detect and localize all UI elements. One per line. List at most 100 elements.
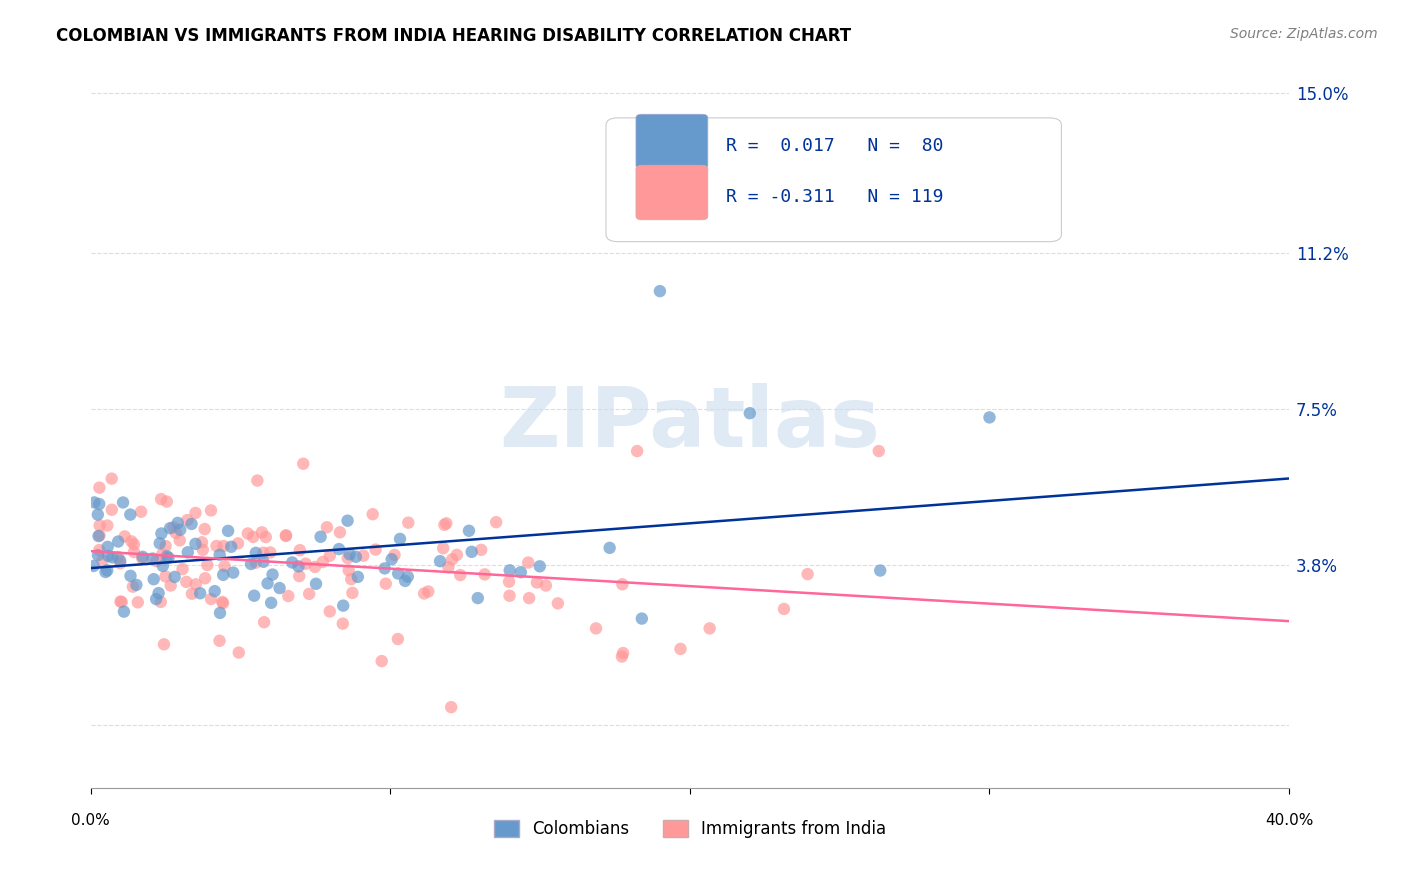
Point [150, 526, 173, 541]
Point [131, 551, 153, 566]
Text: COLOMBIAN VS IMMIGRANTS FROM INDIA HEARING DISABILITY CORRELATION CHART: COLOMBIAN VS IMMIGRANTS FROM INDIA HEARI… [56, 27, 852, 45]
Point [152, 558, 174, 573]
Point [498, 574, 520, 589]
Point [440, 700, 463, 714]
Point [150, 492, 173, 507]
Point [316, 520, 339, 534]
Point [259, 545, 281, 559]
Point [246, 474, 269, 488]
Point [626, 444, 648, 458]
Point [467, 591, 489, 606]
Point [252, 546, 274, 560]
Point [388, 532, 411, 546]
Point [396, 516, 419, 530]
Point [498, 589, 520, 603]
Point [396, 569, 419, 583]
Point [219, 540, 242, 554]
Point [156, 549, 179, 564]
Point [83, 495, 105, 509]
Point [437, 560, 460, 574]
Point [485, 515, 508, 529]
Point [245, 556, 267, 570]
Point [253, 615, 276, 630]
Point [738, 406, 761, 420]
Point [150, 548, 173, 562]
Point [434, 516, 457, 531]
Point [165, 525, 187, 540]
Point [384, 548, 406, 562]
FancyBboxPatch shape [636, 114, 707, 169]
Text: 40.0%: 40.0% [1265, 813, 1313, 828]
Point [112, 605, 135, 619]
Point [145, 592, 167, 607]
Point [370, 654, 392, 668]
Point [204, 584, 226, 599]
Point [100, 472, 122, 486]
Point [87, 529, 110, 543]
Point [305, 576, 328, 591]
Point [89, 518, 111, 533]
Point [517, 591, 540, 606]
Point [610, 649, 633, 664]
Point [107, 549, 129, 564]
FancyBboxPatch shape [636, 165, 707, 219]
Point [418, 584, 440, 599]
Point [364, 542, 387, 557]
Point [499, 563, 522, 577]
Point [112, 495, 135, 509]
Point [347, 570, 370, 584]
Point [191, 542, 214, 557]
Point [599, 541, 621, 555]
Point [89, 481, 111, 495]
Point [332, 616, 354, 631]
Point [413, 586, 436, 600]
Point [212, 539, 235, 553]
Point [699, 621, 721, 635]
Point [446, 548, 468, 562]
Point [432, 541, 454, 556]
Point [111, 595, 134, 609]
Point [387, 632, 409, 646]
Point [374, 561, 396, 575]
Point [107, 534, 129, 549]
Point [254, 530, 277, 544]
Point [243, 589, 266, 603]
Point [312, 555, 335, 569]
Point [148, 586, 170, 600]
Point [122, 545, 145, 559]
Point [163, 570, 186, 584]
Point [319, 549, 342, 563]
Point [329, 525, 352, 540]
Point [869, 564, 891, 578]
Point [211, 595, 233, 609]
Point [336, 514, 359, 528]
Point [131, 549, 153, 564]
Point [441, 552, 464, 566]
Point [194, 571, 217, 585]
Point [387, 566, 409, 581]
Point [342, 586, 364, 600]
Point [208, 606, 231, 620]
Point [96, 563, 118, 577]
Point [319, 604, 342, 618]
Point [153, 637, 176, 651]
Point [169, 533, 191, 548]
Point [149, 595, 172, 609]
Point [169, 523, 191, 537]
Point [517, 556, 540, 570]
Point [205, 539, 228, 553]
Point [200, 592, 222, 607]
Point [585, 621, 607, 635]
Point [184, 577, 207, 591]
Point [352, 549, 374, 563]
Point [110, 594, 132, 608]
Text: 0.0%: 0.0% [72, 813, 110, 828]
Point [288, 569, 311, 583]
Point [277, 589, 299, 603]
Point [156, 494, 179, 508]
Point [460, 545, 482, 559]
Point [374, 576, 396, 591]
Point [208, 633, 231, 648]
Point [177, 545, 200, 559]
Point [110, 556, 132, 570]
